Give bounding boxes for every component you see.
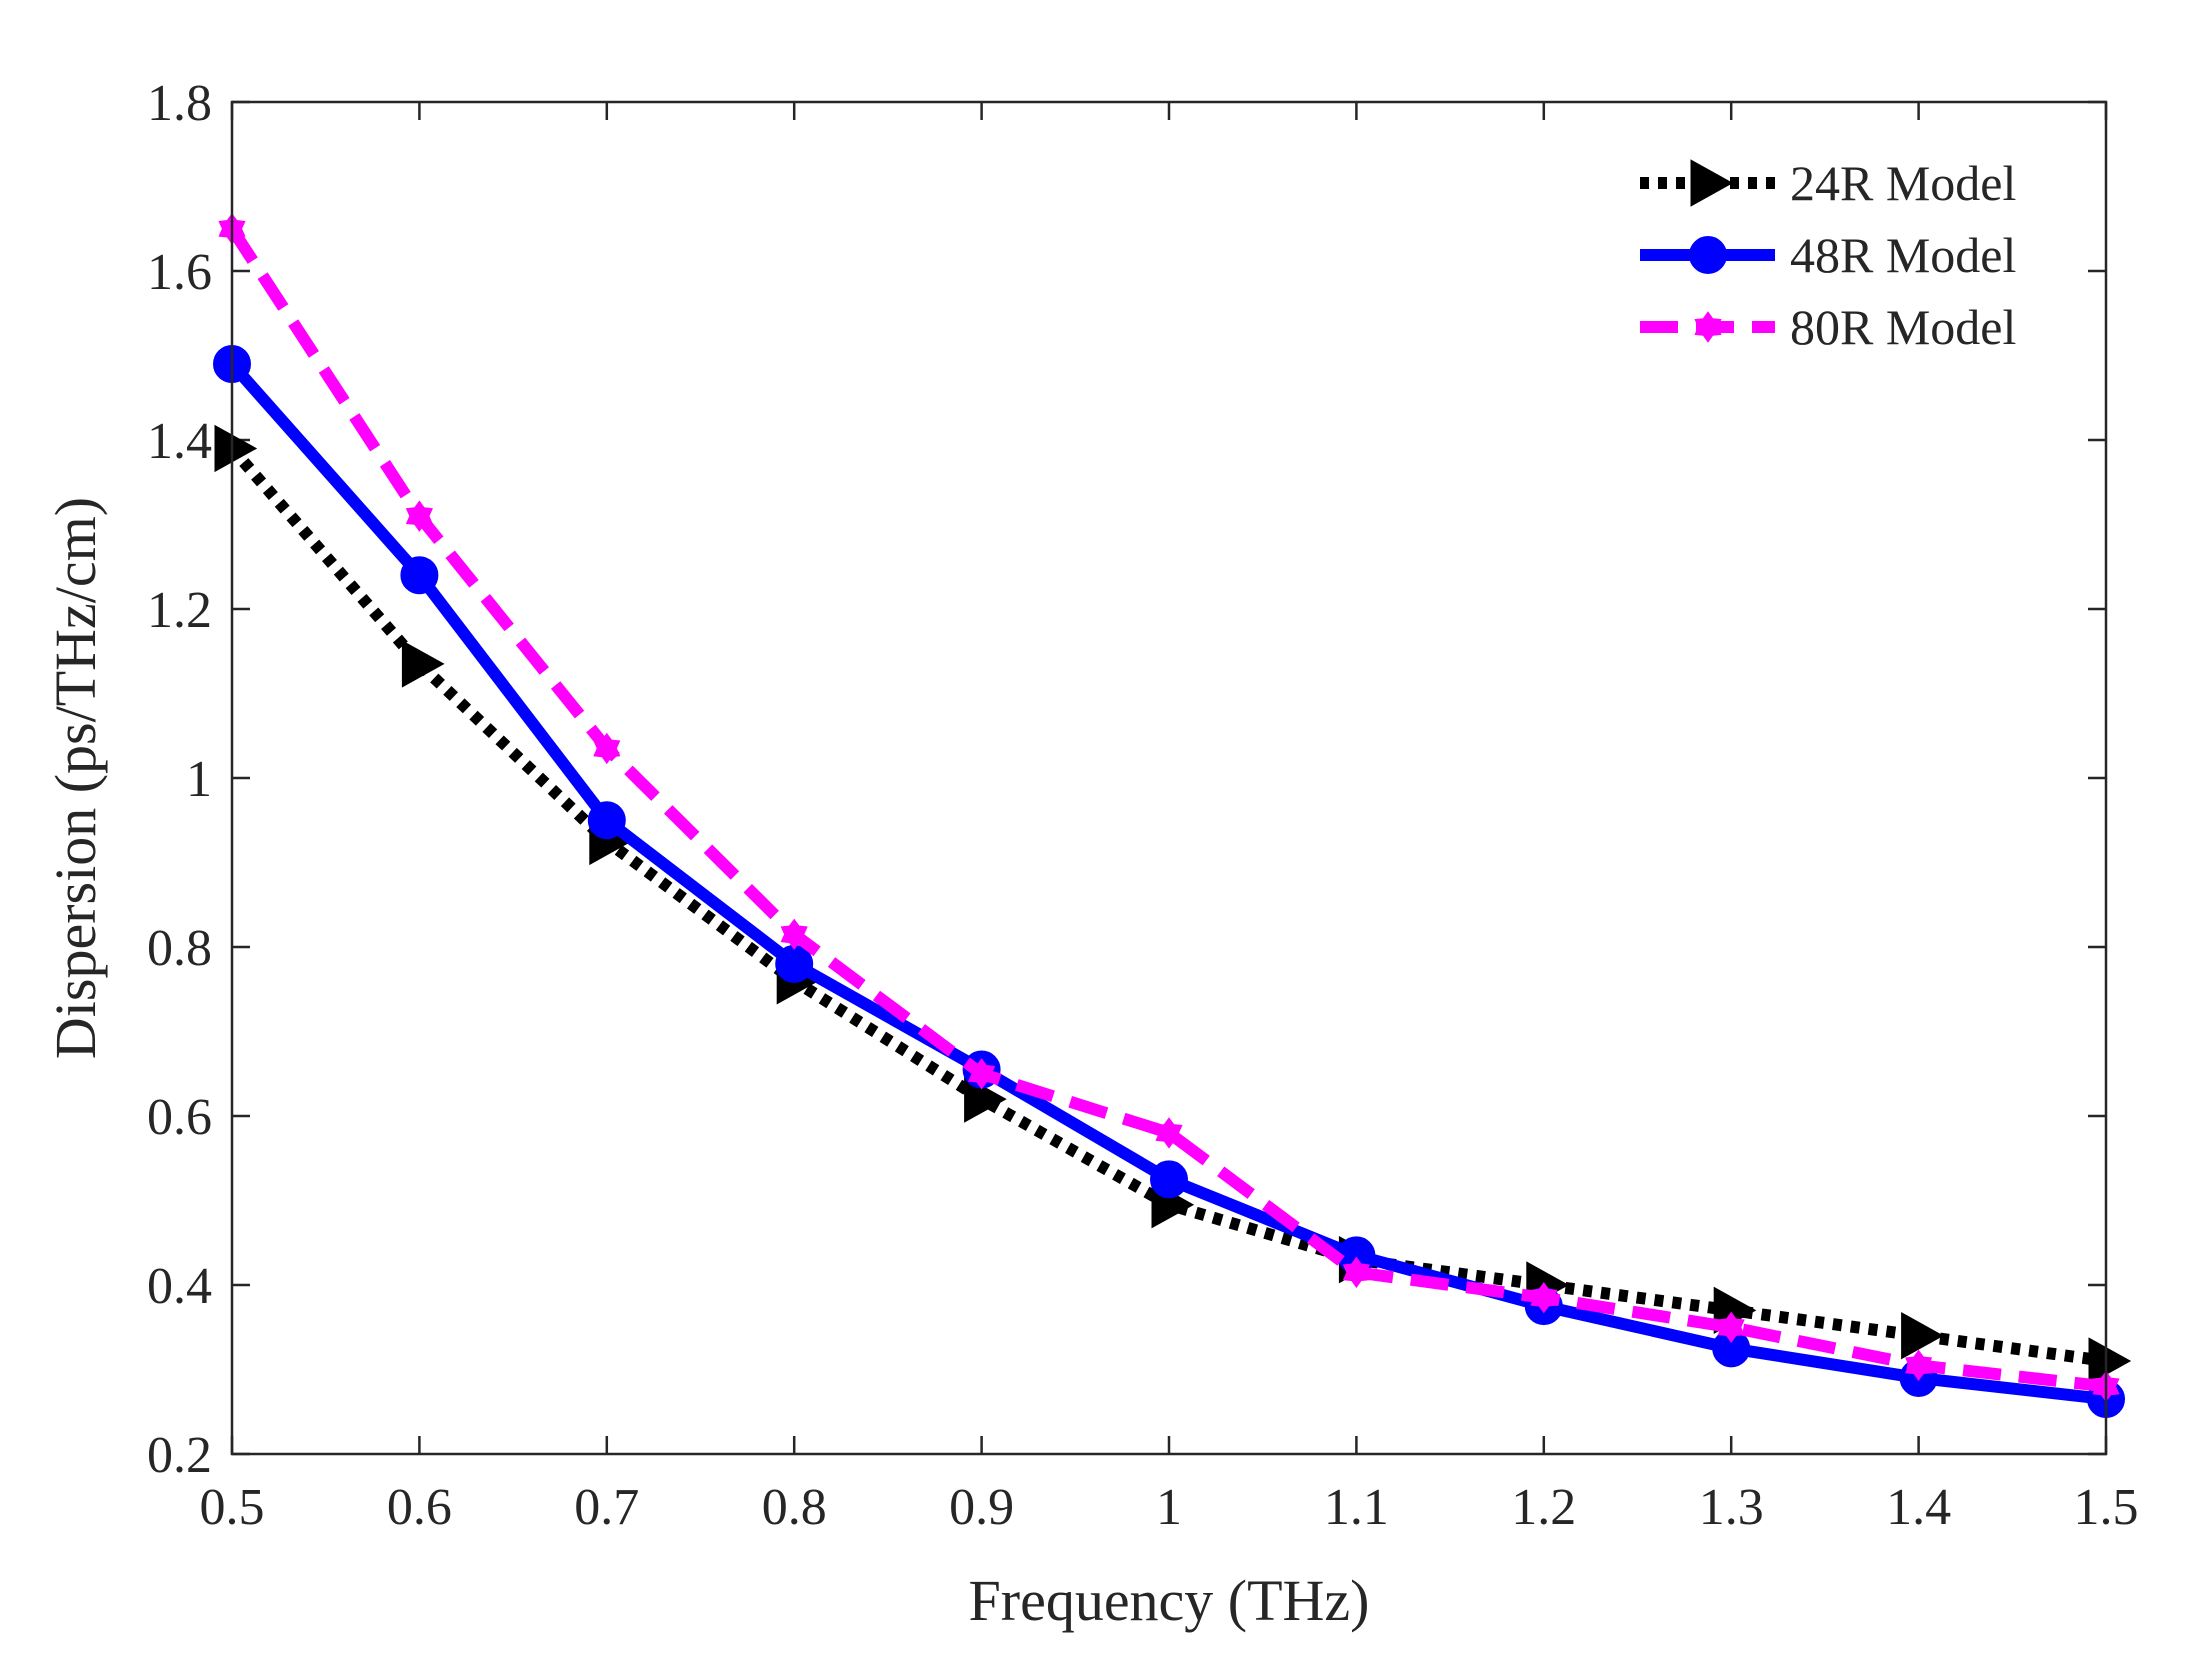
x-tick-label: 1.3 [1699,1479,1764,1536]
legend-swatch-marker [1694,311,1722,343]
data-point [405,500,433,532]
x-tick-label: 1 [1156,1479,1182,1536]
data-point [968,1058,996,1090]
x-tick-label: 0.7 [574,1479,639,1536]
y-tick-label: 1.8 [147,75,212,132]
legend-label: 48R Model [1790,227,2016,283]
legend-entry: 80R Model [1640,299,2016,355]
data-point [214,424,258,473]
series-line [226,225,2107,1393]
x-tick-label: 1.5 [2074,1479,2139,1536]
data-point [593,732,621,765]
y-tick-label: 1.4 [147,413,212,470]
x-tick-label: 0.9 [949,1479,1014,1536]
data-point [1901,1312,1944,1360]
legend-entry: 48R Model [1640,227,2016,283]
x-tick-label: 0.8 [762,1479,827,1536]
data-point [2088,1337,2132,1385]
data-point [1717,1311,1745,1344]
y-tick-labels: 0.2 0.4 0.6 0.8 1 1.2 1.4 1.6 1.8 [147,75,212,1484]
legend-label: 80R Model [1790,299,2016,355]
x-tick-labels: 0.5 0.6 0.7 0.8 0.9 1 1.1 1.2 1.3 1.4 1.5 [200,1479,2139,1536]
legend: 24R Model 48R Model 80R Model [1640,155,2016,355]
legend-swatch-marker [1689,236,1727,274]
data-point [1342,1256,1370,1289]
legend-swatch-marker [1690,159,1734,207]
x-tick-label: 1.1 [1324,1479,1389,1536]
y-tick-label: 0.6 [147,1089,212,1146]
data-point [401,640,445,688]
y-axis-label: Dispersion (ps/THz/cm) [43,497,108,1059]
x-tick-label: 1.4 [1886,1479,1951,1536]
plot-frame [230,100,2108,1456]
y-tick-label: 1.6 [147,244,212,301]
x-tick-label: 0.6 [387,1479,452,1536]
y-tick-label: 0.4 [147,1258,212,1315]
data-point [775,944,814,983]
series-48r-model [213,344,2125,1419]
data-point [1905,1349,1933,1382]
data-point [1155,1117,1183,1149]
legend-entry: 24R Model [1640,155,2016,211]
y-tick-label: 1.2 [147,582,212,639]
y-tick-label: 1 [186,751,212,808]
data-point [587,801,626,840]
x-axis-label: Frequency (THz) [969,1568,1370,1633]
y-tick-label: 0.2 [147,1427,212,1484]
data-point [780,918,808,951]
x-tick-label: 0.5 [200,1479,265,1536]
legend-label: 24R Model [1790,155,2016,211]
data-point [1530,1281,1558,1314]
data-point [1150,1160,1188,1199]
series-80r-model [218,213,2120,1403]
x-tick-label: 1.2 [1511,1479,1576,1536]
series-layer [213,213,2132,1419]
data-point [400,556,439,595]
y-tick-label: 0.8 [147,920,212,977]
